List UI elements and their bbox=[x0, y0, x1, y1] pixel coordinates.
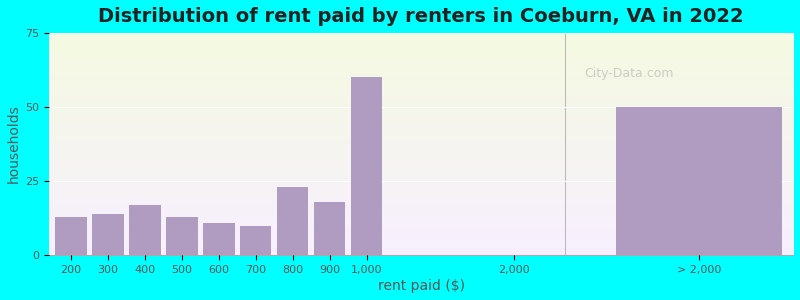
Text: City-Data.com: City-Data.com bbox=[585, 67, 674, 80]
Bar bbox=[203, 223, 234, 255]
Bar bbox=[92, 214, 124, 255]
Bar bbox=[616, 107, 782, 255]
Title: Distribution of rent paid by renters in Coeburn, VA in 2022: Distribution of rent paid by renters in … bbox=[98, 7, 744, 26]
X-axis label: rent paid ($): rent paid ($) bbox=[378, 279, 465, 293]
Bar bbox=[55, 217, 87, 255]
Bar bbox=[277, 187, 308, 255]
Bar bbox=[351, 77, 382, 255]
Bar bbox=[130, 205, 161, 255]
Bar bbox=[240, 226, 271, 255]
Bar bbox=[314, 202, 346, 255]
Y-axis label: households: households bbox=[7, 105, 21, 184]
Bar bbox=[166, 217, 198, 255]
